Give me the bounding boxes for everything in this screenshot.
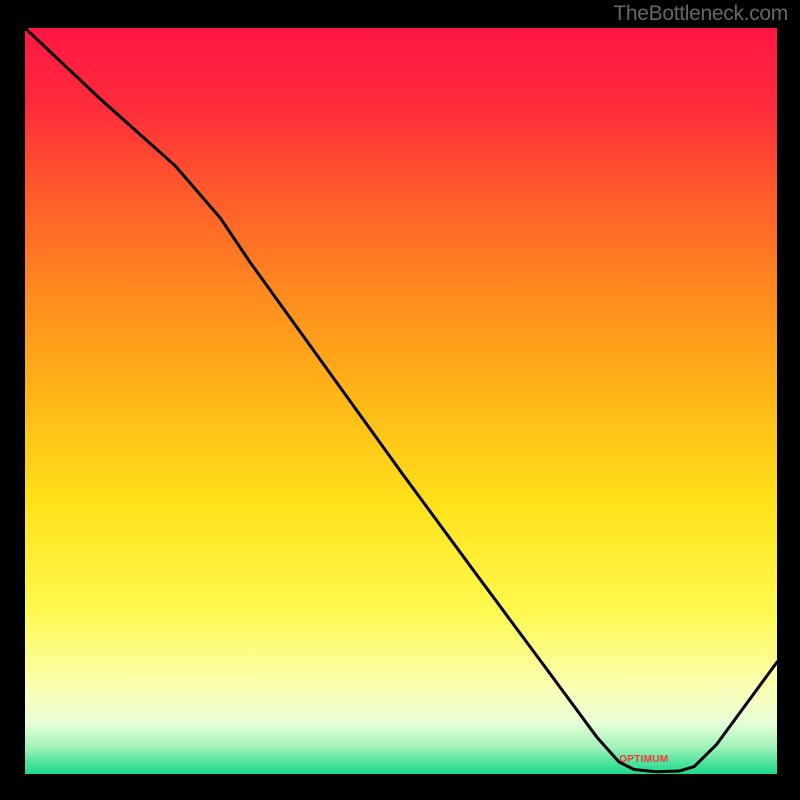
- watermark-text: TheBottleneck.com: [613, 2, 788, 26]
- chart-curve: [25, 28, 777, 774]
- optimum-bar-label: OPTIMUM: [619, 754, 668, 765]
- chart-plot-area: OPTIMUM: [25, 28, 777, 774]
